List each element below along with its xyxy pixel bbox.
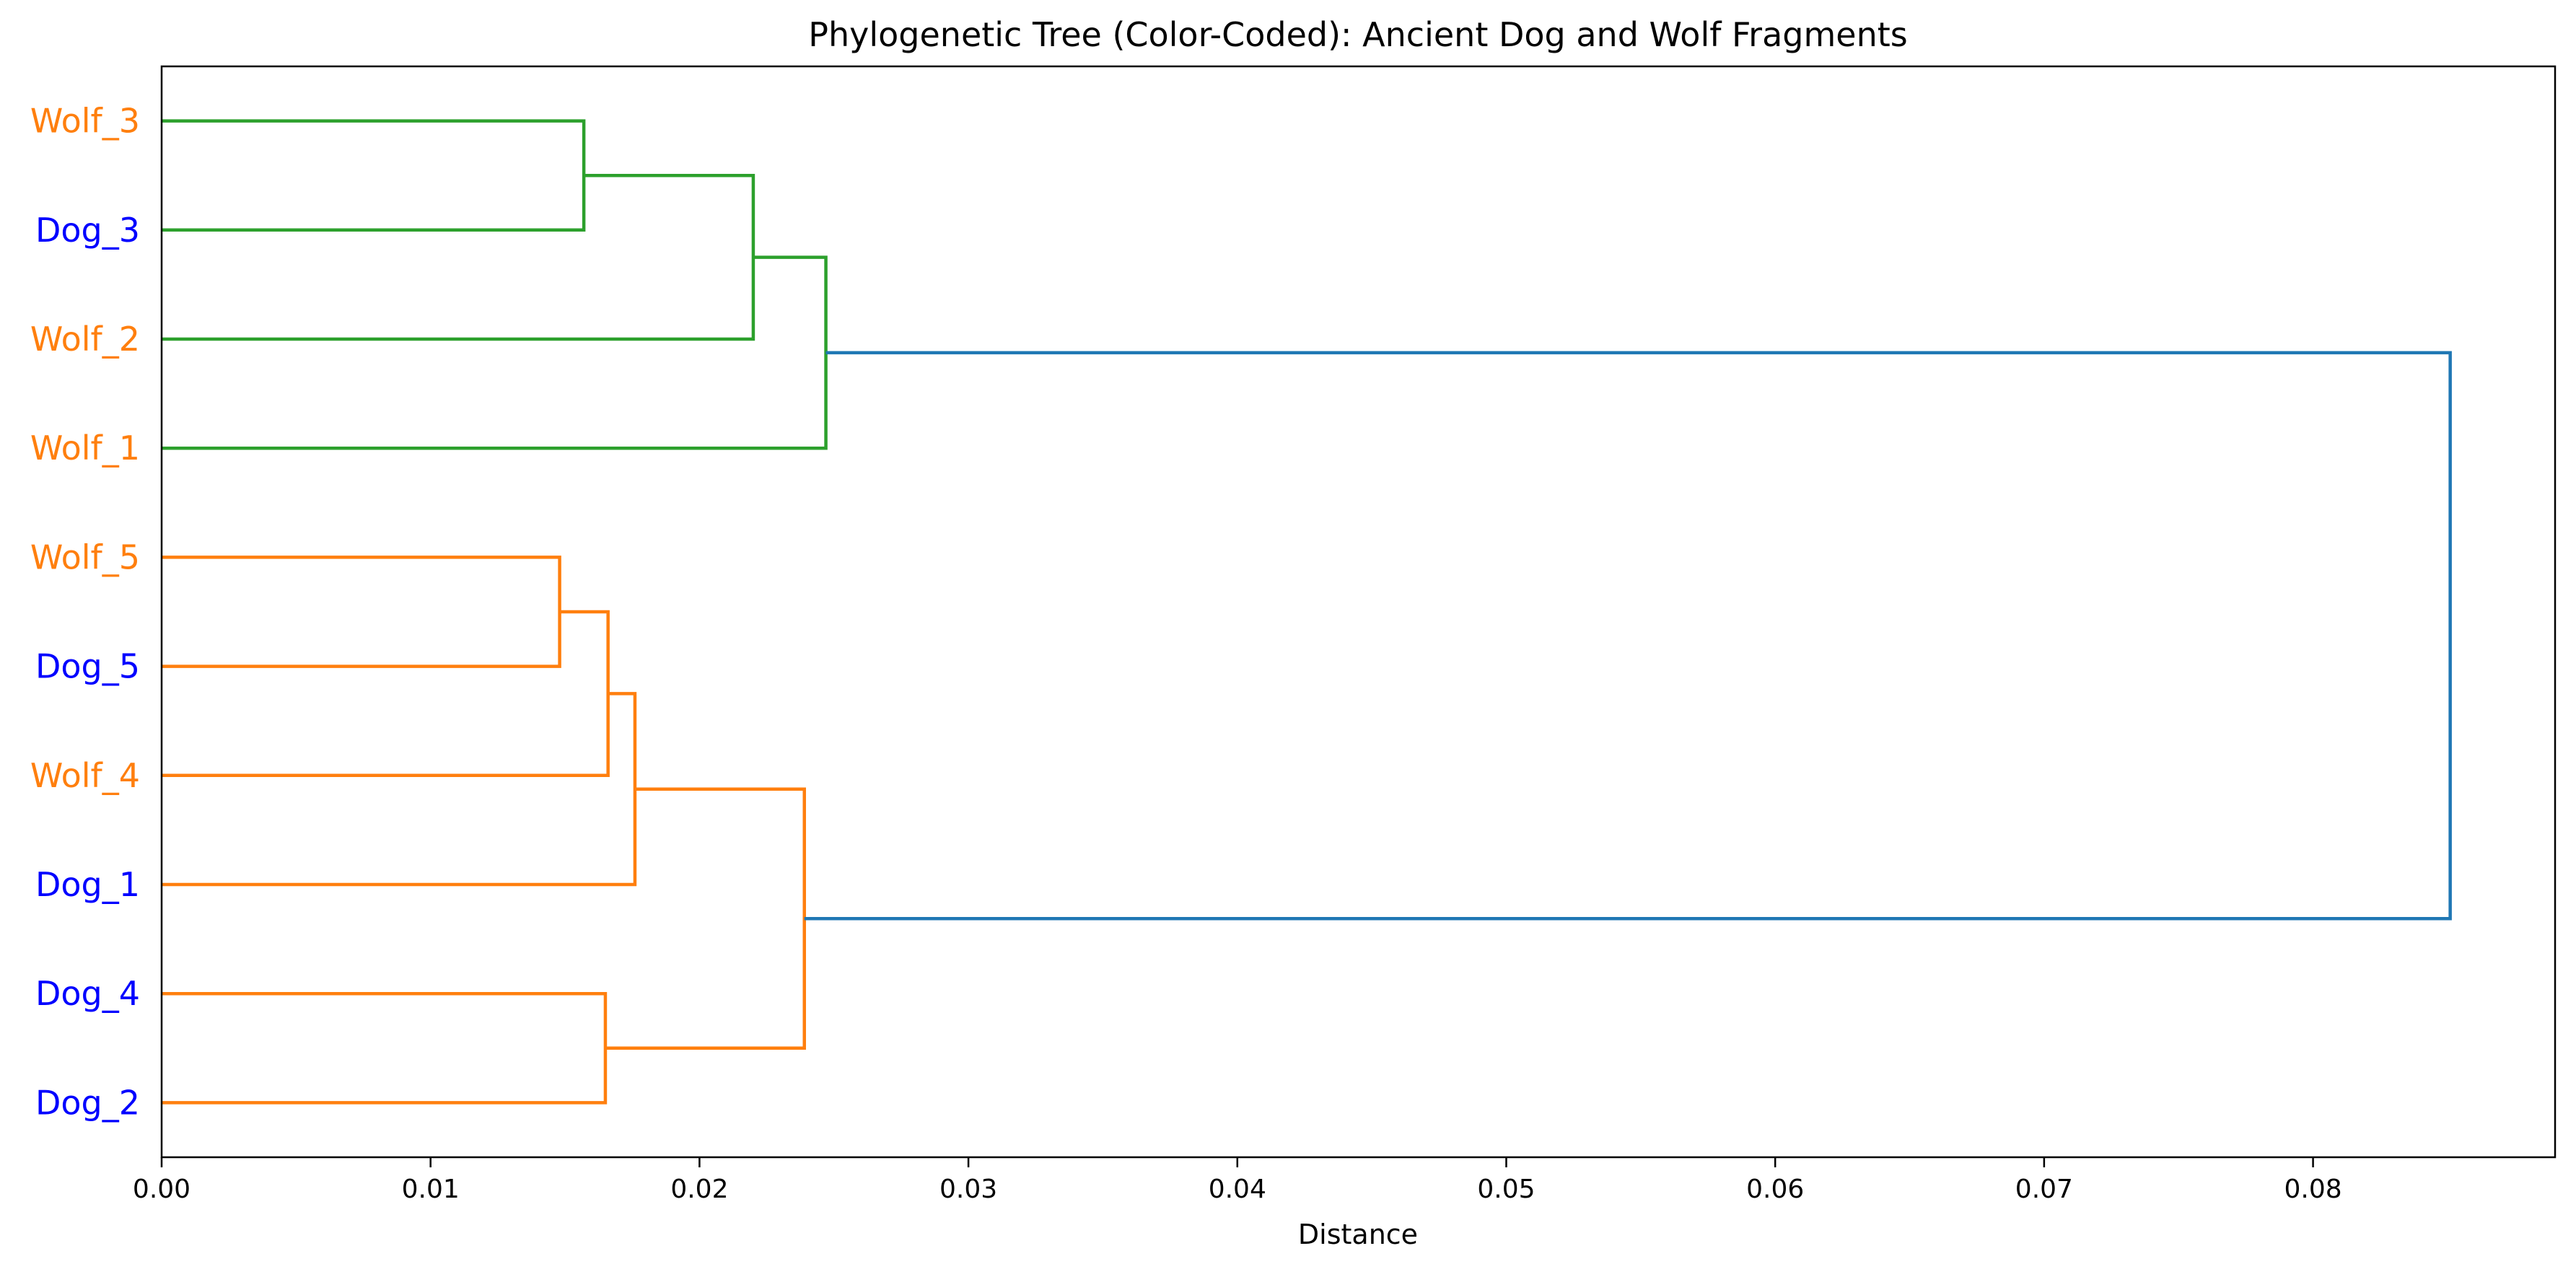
leaf-labels: Wolf_3 Dog_3 Wolf_2 Wolf_1 Wolf_5 Dog_5 Wolf_4… [30,102,140,1123]
plot-frame [160,65,2557,1159]
x-tick-label-0.02: 0.02 [670,1175,728,1204]
leaf-label-wolf-2: Wolf_2 [30,320,140,359]
dendrogram-link-c3 [162,255,828,450]
leaf-label-dog-1: Dog_1 [35,865,140,904]
dendrogram-link-c9 [804,351,2452,921]
x-tick-label-0.01: 0.01 [402,1175,460,1204]
leaf-label-wolf-3: Wolf_3 [30,102,140,141]
leaf-label-wolf-4: Wolf_4 [30,756,140,795]
leaf-label-wolf-1: Wolf_1 [30,429,140,468]
leaf-label-dog-2: Dog_2 [35,1083,140,1122]
x-tick-label-0.07: 0.07 [2015,1175,2073,1204]
x-tick-label-0.00: 0.00 [133,1175,190,1204]
leaf-label-dog-4: Dog_4 [35,974,140,1013]
x-tick-label-0.04: 0.04 [1209,1175,1266,1204]
leaf-label-wolf-5: Wolf_5 [30,537,140,576]
x-tick-label-0.08: 0.08 [2284,1175,2341,1204]
dendrogram-link-c2 [162,173,755,341]
x-axis-label: Distance [1298,1219,1418,1250]
dendrogram-links [162,119,2452,1105]
chart-title: Phylogenetic Tree (Color-Coded): Ancient… [808,15,1907,54]
dendrogram-link-c6 [162,692,637,887]
x-axis: 0.00 0.01 0.02 0.03 0.04 0.05 0.06 0.07 0.08 [133,1157,2342,1204]
leaf-label-dog-5: Dog_5 [35,647,140,686]
x-tick-label-0.05: 0.05 [1477,1175,1535,1204]
x-tick-label-0.06: 0.06 [1746,1175,1804,1204]
leaf-label-dog-3: Dog_3 [35,211,140,250]
x-tick-label-0.03: 0.03 [939,1175,997,1204]
dendrogram-link-c7 [162,991,608,1105]
dendrogram-link-c8 [605,787,806,1050]
dendrogram-link-c5 [162,610,610,778]
